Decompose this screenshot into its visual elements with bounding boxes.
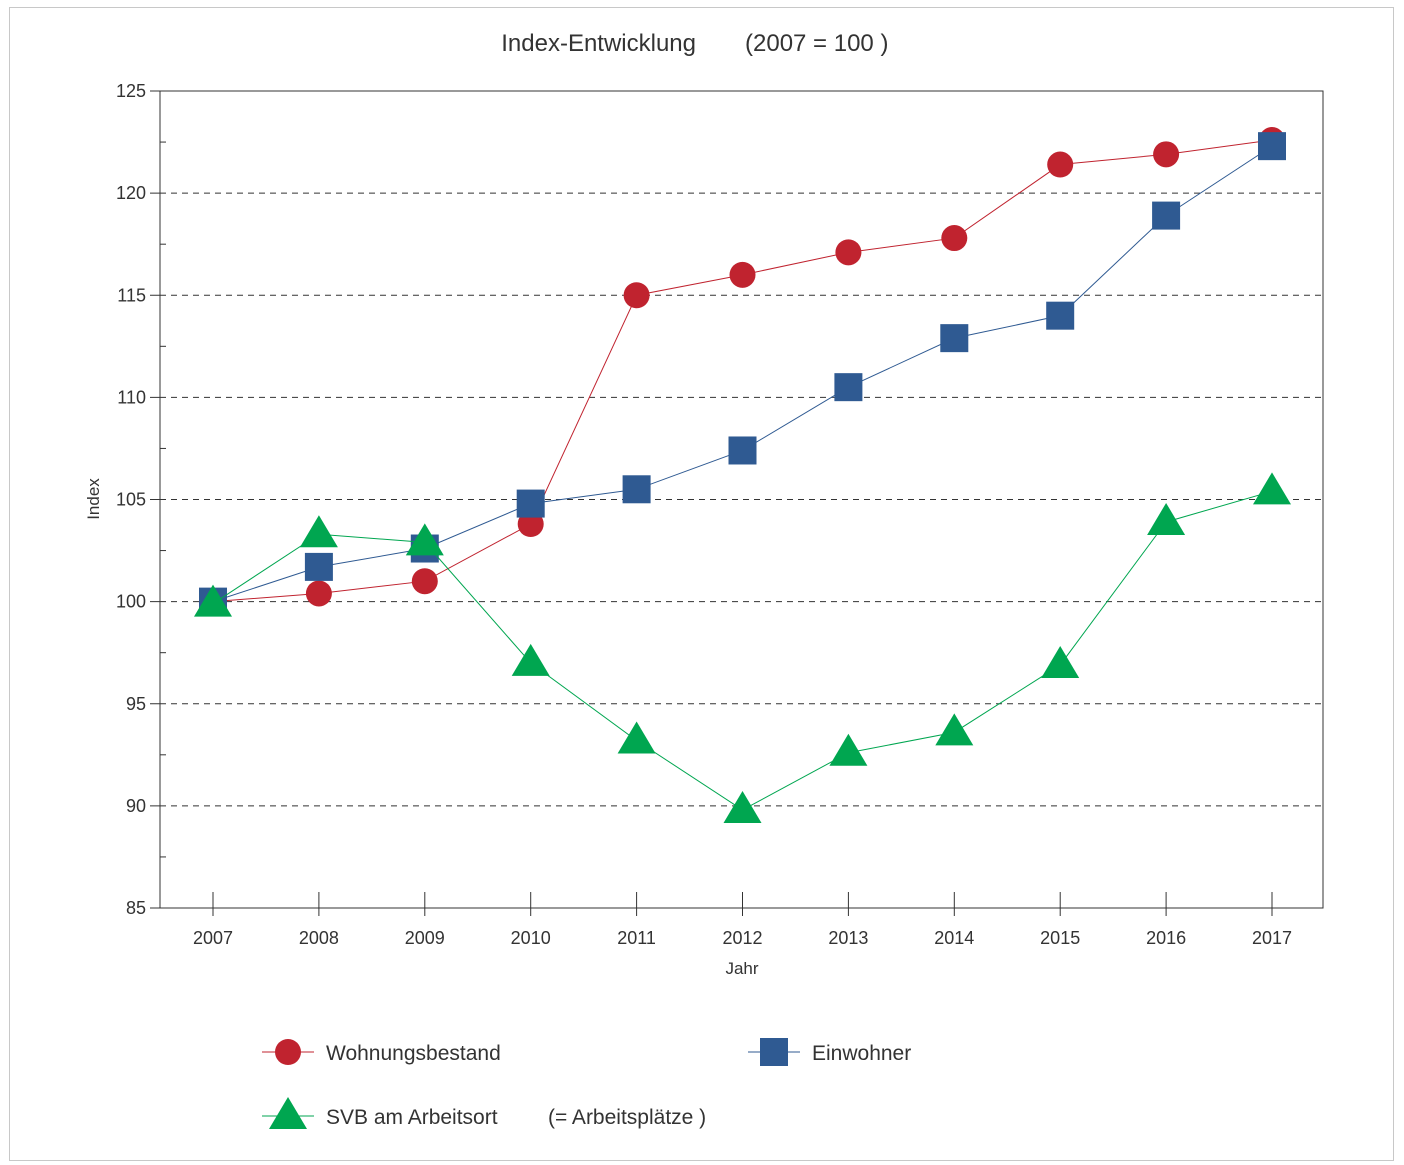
y-tick-label: 120 [116,183,146,203]
data-point [723,790,762,823]
data-point [411,568,438,595]
data-point [1046,301,1075,330]
axes: 85 90 95 100 105 110 115 120 125 2007 2008 2009 2010… [116,81,1292,948]
data-point [305,580,332,607]
legend-marker [275,1039,301,1065]
data-point [623,282,650,309]
y-tick-label: 85 [126,898,146,918]
y-tick-label: 125 [116,81,146,101]
chart-title: Index-Entwicklung [501,30,696,57]
data-point [835,239,862,266]
series-line [212,490,1273,811]
legend-label: SVB am Arbeitsort [326,1106,498,1129]
legend-item: SVB am Arbeitsort (= Arbeitsplätze ) [262,1097,706,1129]
y-axis-title: Index [84,478,103,520]
x-tick-label: 2010 [511,928,551,948]
x-tick-label: 2011 [617,928,656,948]
data-point [304,552,333,581]
data-point [1041,645,1080,678]
x-tick-label: 2008 [299,928,339,948]
y-tick-label: 115 [117,285,146,305]
series-line [212,145,1273,603]
legend-item: Einwohner [748,1038,911,1066]
x-tick-label: 2017 [1252,928,1292,948]
legend-label: Wohnungsbestand [326,1042,501,1065]
x-tick-label: 2014 [934,928,974,948]
y-tick-label: 110 [117,387,146,407]
legend-label: Einwohner [812,1042,911,1065]
x-tick-label: 2012 [722,928,762,948]
x-tick-label: 2009 [405,928,445,948]
legend-marker [269,1097,307,1129]
y-tick-label: 95 [126,694,146,714]
data-point [729,261,756,288]
x-tick-label: 2015 [1040,928,1080,948]
chart-frame [9,7,1394,1161]
data-point [405,523,444,556]
data-point [194,584,232,617]
data-point [940,324,969,353]
x-tick-label: 2013 [828,928,868,948]
legend-item: Wohnungsbestand [262,1039,501,1065]
series-layer [194,127,1291,823]
data-point [516,489,545,518]
data-point [622,475,651,504]
data-point [1152,201,1181,230]
data-point [299,515,338,548]
data-point [1258,132,1286,161]
data-point [834,373,863,402]
data-point [1253,472,1291,505]
series-line [212,139,1273,603]
x-tick-label: 2007 [193,928,233,948]
chart-subtitle: (2007 = 100 ) [745,30,888,57]
series-circle [200,127,1285,615]
data-point [1047,151,1074,178]
series-square [199,132,1286,616]
x-tick-label: 2016 [1146,928,1186,948]
data-point [1153,141,1180,168]
data-point [1147,502,1186,535]
data-point [728,436,757,465]
y-tick-label: 100 [116,592,146,612]
plot-area [159,90,1324,909]
data-point [617,721,656,754]
data-point [941,225,968,252]
legend-marker [760,1038,788,1066]
legend-label-suffix: (= Arbeitsplätze ) [548,1106,706,1129]
data-point [829,733,868,766]
y-tick-label: 105 [116,490,146,510]
data-point [511,643,550,676]
x-axis-title: Jahr [725,959,758,978]
gridlines [160,192,1323,807]
y-tick-label: 90 [126,796,146,816]
data-point [935,713,974,746]
series-triangle [194,472,1291,823]
legend: Wohnungsbestand Einwohner SVB am Arbeitsor… [262,1038,911,1129]
